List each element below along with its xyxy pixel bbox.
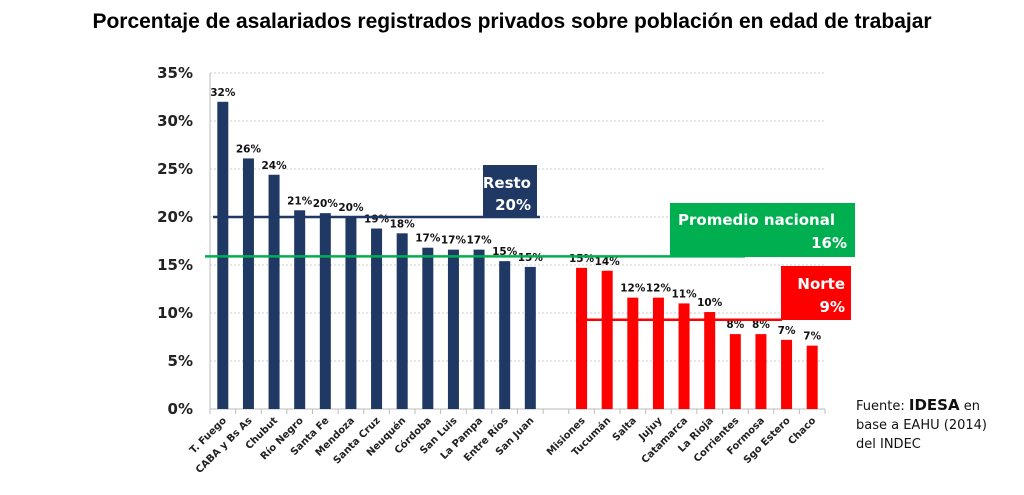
- resto-box-value: 20%: [495, 196, 531, 214]
- bar: [473, 249, 485, 409]
- national-average-label: Promedio nacional: [678, 211, 835, 229]
- bar: [524, 266, 536, 409]
- bar: [294, 210, 306, 409]
- y-tick-label: 15%: [157, 256, 193, 274]
- data-label: 7%: [778, 325, 796, 337]
- source-org: IDESA: [908, 396, 960, 414]
- data-label: 12%: [646, 283, 672, 295]
- data-label: 7%: [803, 331, 821, 343]
- resto-box-label: Resto: [483, 174, 531, 192]
- y-tick-label: 20%: [157, 208, 193, 226]
- bar: [319, 213, 331, 409]
- data-label: 21%: [287, 195, 313, 207]
- bar: [422, 247, 434, 409]
- norte-box: [781, 266, 851, 320]
- bar: [781, 339, 793, 409]
- bar: [601, 270, 613, 409]
- bar: [345, 217, 357, 409]
- data-label: 8%: [726, 319, 744, 331]
- data-label: 17%: [441, 235, 467, 247]
- bar: [627, 297, 639, 409]
- data-label: 19%: [364, 214, 390, 226]
- data-label: 10%: [697, 297, 723, 309]
- source-note: Fuente: IDESA en base a EAHU (2014) del …: [856, 396, 987, 452]
- bar: [268, 174, 280, 409]
- data-label: 32%: [210, 87, 236, 99]
- bar: [499, 261, 511, 409]
- resto-box: [483, 165, 537, 217]
- data-label: 20%: [338, 202, 364, 214]
- data-label: 17%: [466, 235, 492, 247]
- y-tick-label: 0%: [168, 400, 193, 418]
- data-label: 18%: [390, 218, 416, 230]
- chart-title: Porcentaje de asalariados registrados pr…: [92, 10, 932, 33]
- x-tick-label: Salta: [611, 415, 639, 443]
- bar: [447, 249, 459, 409]
- y-tick-label: 30%: [157, 112, 193, 130]
- y-tick-label: 35%: [157, 64, 193, 82]
- data-label: 15%: [518, 252, 544, 264]
- data-label: 14%: [595, 256, 621, 268]
- y-tick-label: 25%: [157, 160, 193, 178]
- data-label: 26%: [236, 143, 262, 155]
- bar: [806, 345, 818, 409]
- national-average-value: 16%: [811, 234, 847, 252]
- y-tick-label: 5%: [168, 352, 193, 370]
- y-tick-label: 10%: [157, 304, 193, 322]
- bar: [704, 312, 716, 409]
- data-label: 20%: [313, 198, 339, 210]
- bar: [729, 334, 741, 409]
- bar: [371, 228, 383, 409]
- bar: [678, 303, 690, 409]
- norte-box-label: Norte: [797, 275, 845, 293]
- data-label: 15%: [569, 253, 595, 265]
- bar: [652, 297, 664, 409]
- data-label: 8%: [752, 319, 770, 331]
- x-tick-label: Chaco: [786, 415, 818, 447]
- bar: [576, 267, 588, 409]
- data-label: 11%: [671, 288, 697, 300]
- data-label: 24%: [261, 160, 287, 172]
- national-average-box: [670, 203, 855, 257]
- bar: [755, 334, 767, 409]
- data-label: 12%: [620, 283, 646, 295]
- bar: [242, 158, 254, 409]
- norte-box-value: 9%: [820, 298, 845, 316]
- bar: [396, 233, 408, 409]
- x-tick-label: Sgo Estero: [742, 415, 793, 466]
- data-label: 17%: [415, 233, 441, 245]
